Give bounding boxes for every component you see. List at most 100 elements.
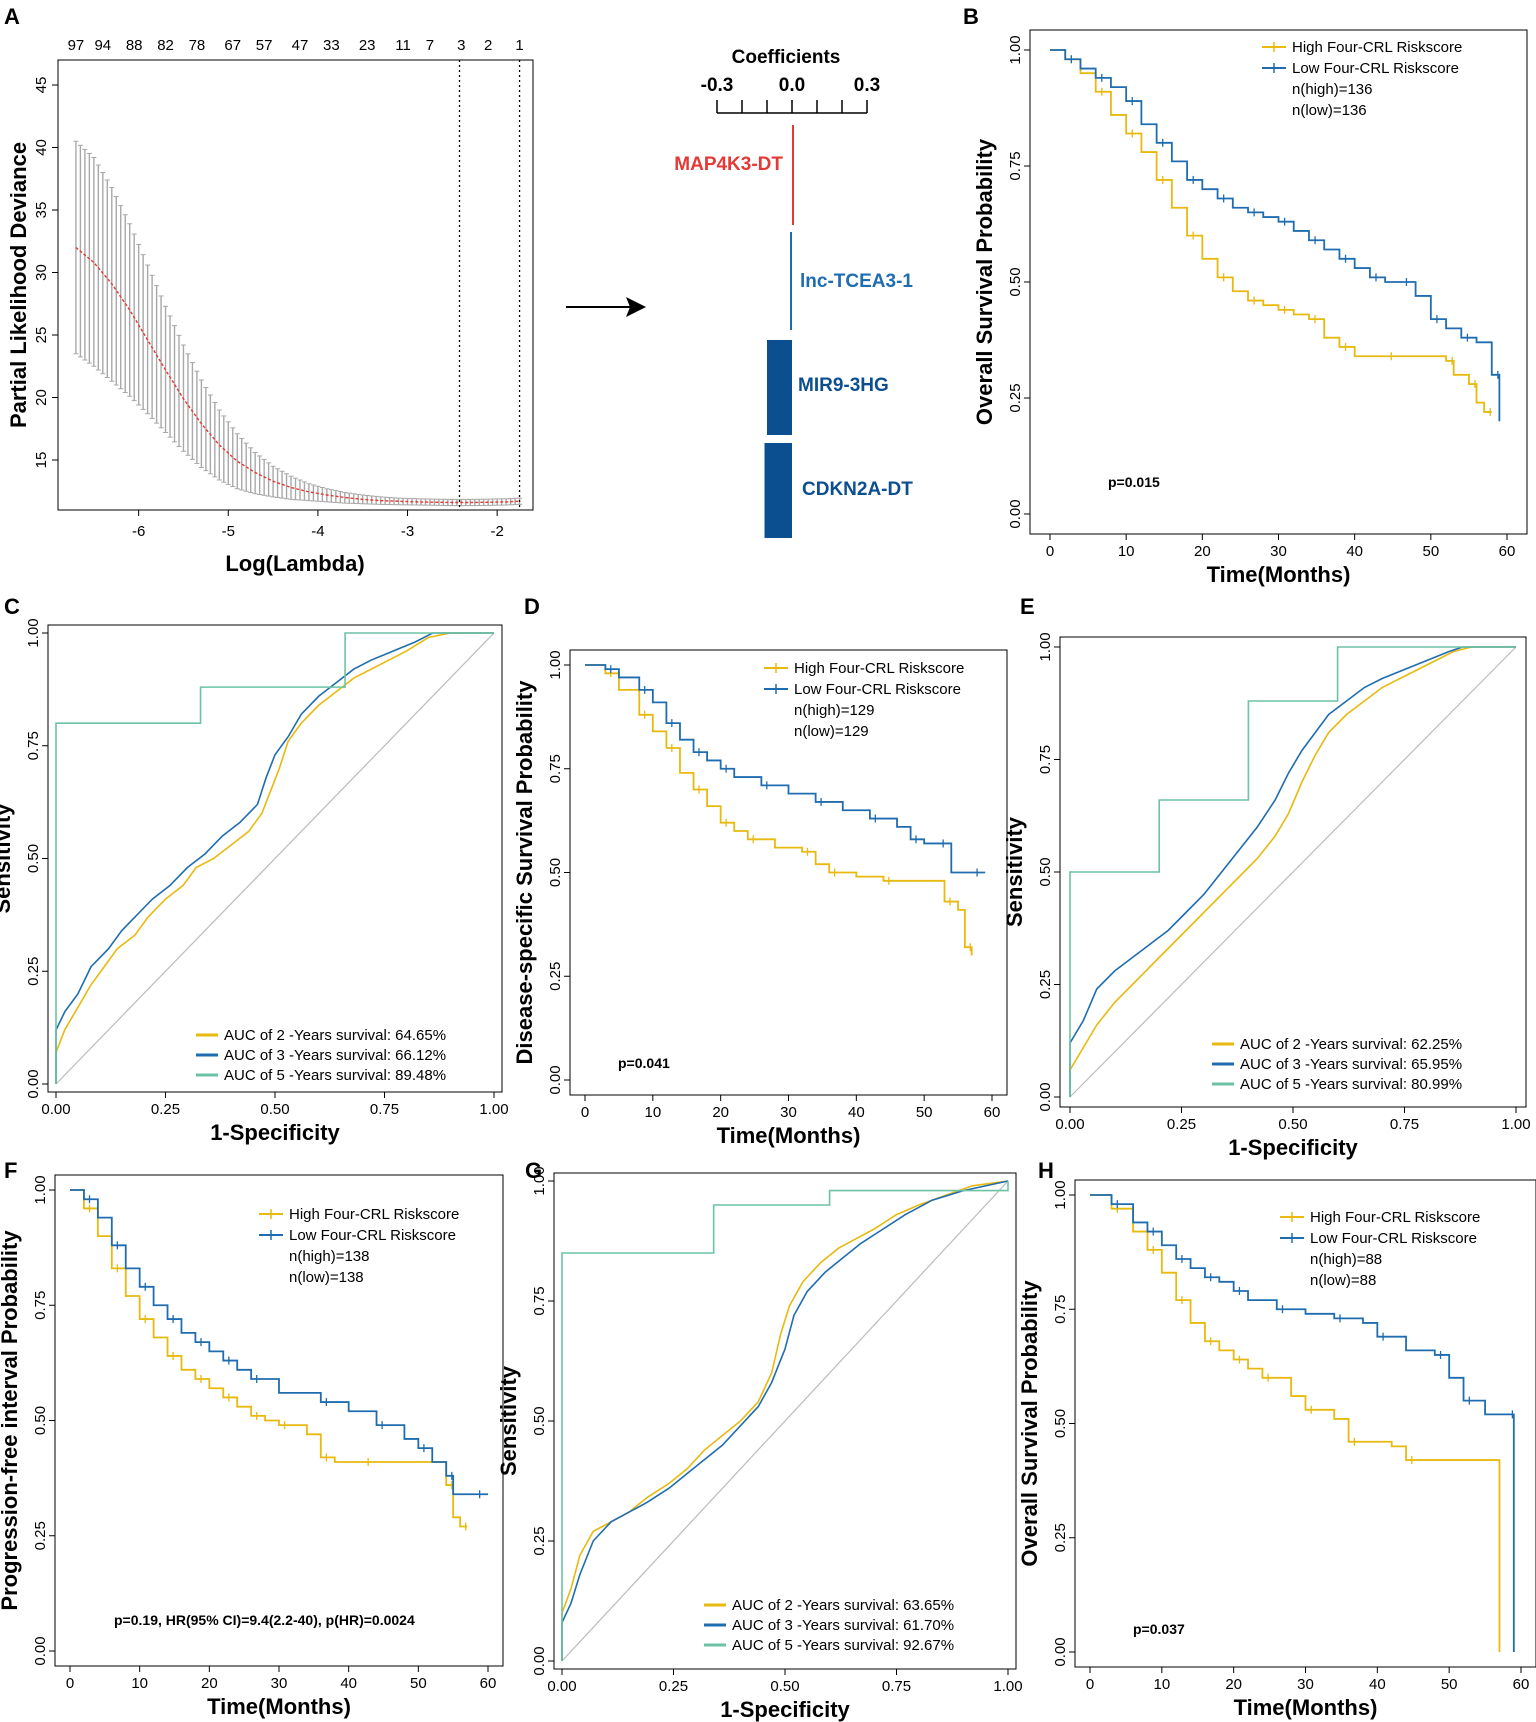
y-tick-label: 1.00: [1037, 632, 1054, 661]
km-curve-high: [1090, 1194, 1501, 1652]
y-tick-label: 0.25: [25, 957, 42, 986]
panel-letter-h: H: [1038, 1158, 1054, 1183]
x-tick-label: 0.00: [41, 1101, 70, 1118]
x-tick-label: 30: [780, 1104, 797, 1121]
top-count-label: 33: [323, 37, 340, 54]
y-tick-label: 0.75: [531, 1286, 548, 1315]
km-curve-high: [1050, 49, 1492, 413]
x-tick-label: 20: [712, 1104, 729, 1121]
roc-curve-3-years: [561, 1180, 1009, 1661]
y-tick-label: 1.00: [25, 618, 42, 647]
legend-label: AUC of 3 -Years survival: 66.12%: [224, 1047, 446, 1064]
x-tick-label: 30: [1297, 1676, 1314, 1693]
top-count-label: 3: [457, 37, 465, 54]
coefficient-chart: Coefficients -0.3 0.0 0.3 MAP4K3-DT lnc-TCE…: [674, 47, 913, 538]
x-tick-label: 1.00: [1501, 1116, 1530, 1133]
top-count-label: 67: [224, 37, 241, 54]
legend-label: High Four-CRL Riskscore: [1310, 1209, 1480, 1226]
y-tick-label: 0.75: [1037, 745, 1054, 774]
legend-label: n(high)=88: [1310, 1251, 1382, 1268]
legend-label: Low Four-CRL Riskscore: [1310, 1230, 1477, 1247]
panel-letter-e: E: [1020, 594, 1035, 619]
x-tick-label: -6: [132, 523, 145, 540]
y-tick-label: 0.50: [1052, 1409, 1069, 1438]
top-count-label: 1: [515, 37, 523, 54]
x-tick-label: 1.00: [479, 1101, 508, 1118]
legend-label: n(low)=88: [1310, 1272, 1376, 1289]
x-axis-title: 1-Specificity: [210, 1120, 340, 1145]
y-tick-label: 20: [33, 389, 50, 406]
y-axis-title: Overall Survival Probability: [1017, 1280, 1042, 1567]
panel-a-lasso: -6 -5 -4 -3 -2 15 20 25 30 35 40 45 97 94 88 82 78 67 57…: [6, 37, 534, 576]
legend-label: n(high)=129: [794, 702, 874, 719]
x-tick-label: 0.75: [370, 1101, 399, 1118]
top-count-label: 57: [256, 37, 273, 54]
x-tick-label: 50: [410, 1675, 427, 1692]
x-axis-title: Time(Months): [1207, 562, 1351, 587]
coefficient-bars: [764, 125, 794, 538]
panel-letter-c: C: [4, 594, 20, 619]
x-tick-label: 0: [581, 1104, 589, 1121]
x-axis-title: Time(Months): [1234, 1695, 1378, 1720]
x-tick-label: 0.50: [260, 1101, 289, 1118]
top-count-label: 97: [68, 37, 85, 54]
legend-label: n(low)=129: [794, 723, 869, 740]
x-tick-label: 0.25: [659, 1678, 688, 1695]
x-tick-label: -3: [401, 523, 414, 540]
y-tick-label: 0.25: [1007, 383, 1024, 412]
panel-letter-f: F: [4, 1158, 17, 1183]
roc-curve-2-years: [561, 1180, 1009, 1661]
y-tick-label: 30: [33, 264, 50, 281]
km-curve-low: [1050, 49, 1501, 422]
coefficient-axis: -0.3 0.0 0.3: [701, 75, 880, 114]
y-tick-label: 0.25: [547, 962, 564, 991]
top-count-label: 11: [395, 37, 411, 54]
legend-label: Low Four-CRL Riskscore: [794, 681, 961, 698]
coef-bar: [792, 125, 794, 225]
panel-a-x-title: Log(Lambda): [225, 551, 364, 576]
gene-label: lnc-TCEA3-1: [800, 271, 913, 292]
panel-c-roc: 0.00 0.25 0.50 0.75 1.00 0.00 0.25 0.50 0.75 1.00…: [0, 618, 509, 1145]
panel-a-frame: [57, 59, 534, 511]
y-tick-label: 0.50: [25, 844, 42, 873]
panel-letter-b: B: [963, 4, 979, 29]
y-tick-label: 0.75: [25, 731, 42, 760]
x-axis-title: Time(Months): [717, 1123, 861, 1148]
top-count-label: 2: [484, 37, 492, 54]
legend-label: High Four-CRL Riskscore: [1292, 39, 1462, 56]
top-count-label: 78: [189, 37, 206, 54]
km-curve-low: [585, 664, 986, 874]
legend-label: Low Four-CRL Riskscore: [1292, 60, 1459, 77]
roc-curve-3-years: [55, 632, 494, 1084]
y-tick-label: 1.00: [1052, 1180, 1069, 1209]
x-axis-title: 1-Specificity: [1228, 1135, 1358, 1160]
panel-a-x-ticks: -6 -5 -4 -3 -2: [132, 510, 504, 540]
p-value-label: p=0.015: [1108, 474, 1160, 490]
top-count-label: 88: [126, 37, 143, 54]
x-tick-label: 40: [1369, 1676, 1386, 1693]
x-tick-label: 0: [1086, 1676, 1094, 1693]
legend-label: n(high)=136: [1292, 81, 1372, 98]
y-tick-label: 1.00: [1007, 35, 1024, 64]
y-axis-title: Sensitivity: [0, 803, 15, 914]
legend-label: n(low)=136: [1292, 102, 1367, 119]
y-tick-label: 0.75: [1007, 151, 1024, 180]
x-tick-label: 50: [1441, 1676, 1458, 1693]
arrow-right-icon: [566, 297, 646, 317]
x-tick-label: 10: [131, 1675, 148, 1692]
p-value-label: p=0.19, HR(95% CI)=9.4(2.2-40), p(HR)=0.…: [114, 1612, 415, 1628]
x-tick-label: 40: [848, 1104, 865, 1121]
y-tick-label: 0.00: [32, 1636, 49, 1665]
y-tick-label: 0.25: [1052, 1523, 1069, 1552]
legend-label: n(low)=138: [289, 1269, 364, 1286]
top-count-label: 94: [94, 37, 111, 54]
legend-label: High Four-CRL Riskscore: [794, 660, 964, 677]
km-curve-low: [70, 1189, 488, 1496]
x-tick-label: 0.25: [1167, 1116, 1196, 1133]
roc-curve-5-years: [55, 632, 494, 1084]
legend-label: AUC of 5 -Years survival: 92.67%: [732, 1637, 954, 1654]
y-tick-label: 0.00: [1037, 1082, 1054, 1111]
y-tick-label: 1.00: [32, 1175, 49, 1204]
y-tick-label: 0.25: [531, 1526, 548, 1555]
